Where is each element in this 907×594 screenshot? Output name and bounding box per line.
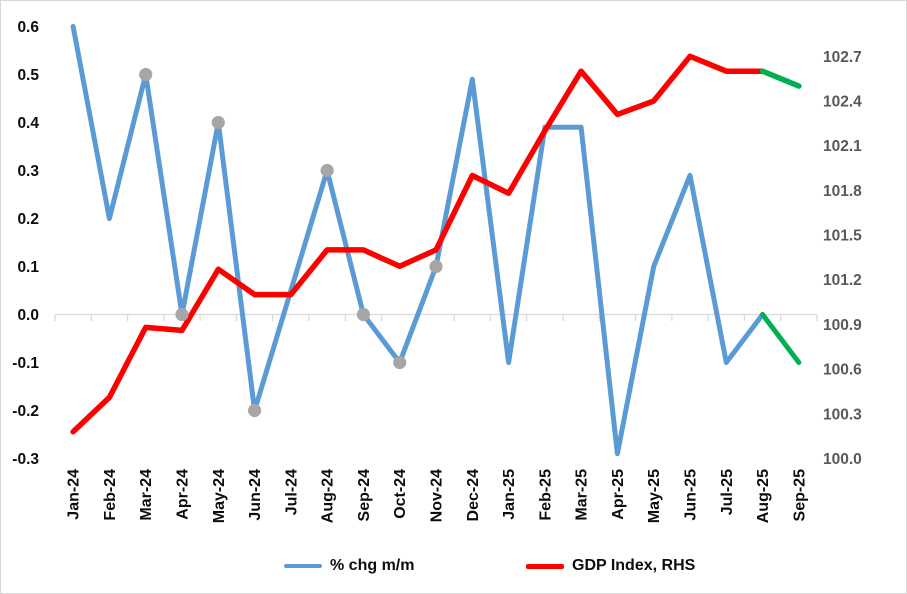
red-line-swatch: [526, 563, 564, 569]
x-axis-category-label: Feb-24: [102, 469, 119, 521]
x-axis-category-label: May-25: [646, 469, 663, 523]
pct-chg-series-line: [70, 24, 766, 457]
legend-label-pct-chg: % chg m/m: [330, 557, 415, 574]
y-axis-left-tick-label: 0.0: [17, 307, 39, 324]
x-axis-category-label: Aug-25: [755, 469, 772, 523]
y-axis-left-tick-label: 0.5: [17, 67, 39, 84]
legend-item-pct-chg: % chg m/m: [284, 553, 414, 579]
data-point-marker: [356, 307, 371, 322]
data-point-marker: [320, 163, 334, 178]
data-point-marker: [393, 355, 407, 370]
x-axis-category-label: Apr-24: [175, 469, 192, 520]
x-axis-category-label: Jan-24: [66, 469, 83, 520]
x-axis-category-label: Dec-24: [465, 469, 482, 522]
y-axis-left-tick-label: 0.2: [17, 211, 39, 228]
pct-chg-forecast-segment: [760, 312, 802, 365]
gdp-index-forecast-segment: [759, 68, 802, 89]
y-axis-right-tick-label: 102.1: [823, 138, 862, 155]
y-axis-left-tick-label: 0.4: [17, 115, 39, 132]
y-axis-right-tick-label: 100.0: [823, 451, 862, 468]
x-axis-category-label: Sep-25: [791, 469, 808, 522]
data-point-marker: [175, 307, 189, 322]
x-axis-category-label: Jan-25: [501, 469, 518, 520]
x-axis-category-label: Nov-24: [429, 469, 446, 522]
x-axis-category-label: Mar-24: [138, 469, 155, 521]
x-axis-category-label: Oct-24: [392, 469, 409, 519]
y-axis-left-tick-label: 0.3: [17, 163, 39, 180]
y-axis-right-tick-label: 102.7: [823, 49, 862, 66]
chart-legend: % chg m/m GDP Index, RHS: [1, 553, 906, 587]
x-axis-category-label: Jul-24: [283, 469, 300, 515]
data-point-marker: [139, 67, 153, 82]
y-axis-left-tick-label: 0.1: [17, 259, 39, 276]
x-axis-category-label: Sep-24: [356, 469, 373, 522]
x-axis-category-label: Mar-25: [574, 469, 591, 521]
blue-line-swatch: [284, 564, 322, 568]
y-axis-right-tick-label: 100.6: [823, 362, 862, 379]
x-axis-category-label: Apr-25: [610, 469, 627, 520]
gdp-index-series-line: [70, 53, 766, 435]
legend-item-gdp-index: GDP Index, RHS: [526, 553, 695, 579]
y-axis-left-tick-label: -0.2: [12, 403, 39, 420]
legend-label-gdp-index: GDP Index, RHS: [572, 557, 696, 574]
x-axis-category-label: Feb-25: [537, 469, 554, 521]
y-axis-left-tick-label: 0.6: [17, 19, 39, 36]
y-axis-left-tick-label: -0.1: [12, 355, 39, 372]
y-axis-right-tick-label: 100.3: [823, 406, 862, 423]
y-axis-right-tick-label: 101.8: [823, 183, 862, 200]
y-axis-right-tick-label: 102.4: [823, 93, 862, 110]
y-axis-left-tick-label: -0.3: [12, 451, 39, 468]
x-axis-category-label: Jun-24: [247, 469, 264, 521]
y-axis-right-tick-label: 101.5: [823, 228, 862, 245]
y-axis-right-tick-label: 100.9: [823, 317, 862, 334]
y-axis-right-tick-label: 101.2: [823, 272, 862, 289]
x-axis-category-label: Aug-24: [320, 469, 337, 523]
data-point-marker: [429, 259, 443, 274]
data-point-marker: [247, 403, 262, 418]
x-axis-category-label: May-24: [211, 469, 228, 523]
data-point-marker: [211, 115, 225, 130]
x-axis-category-label: Jun-25: [683, 469, 700, 521]
x-axis-category-label: Jul-25: [719, 469, 736, 515]
